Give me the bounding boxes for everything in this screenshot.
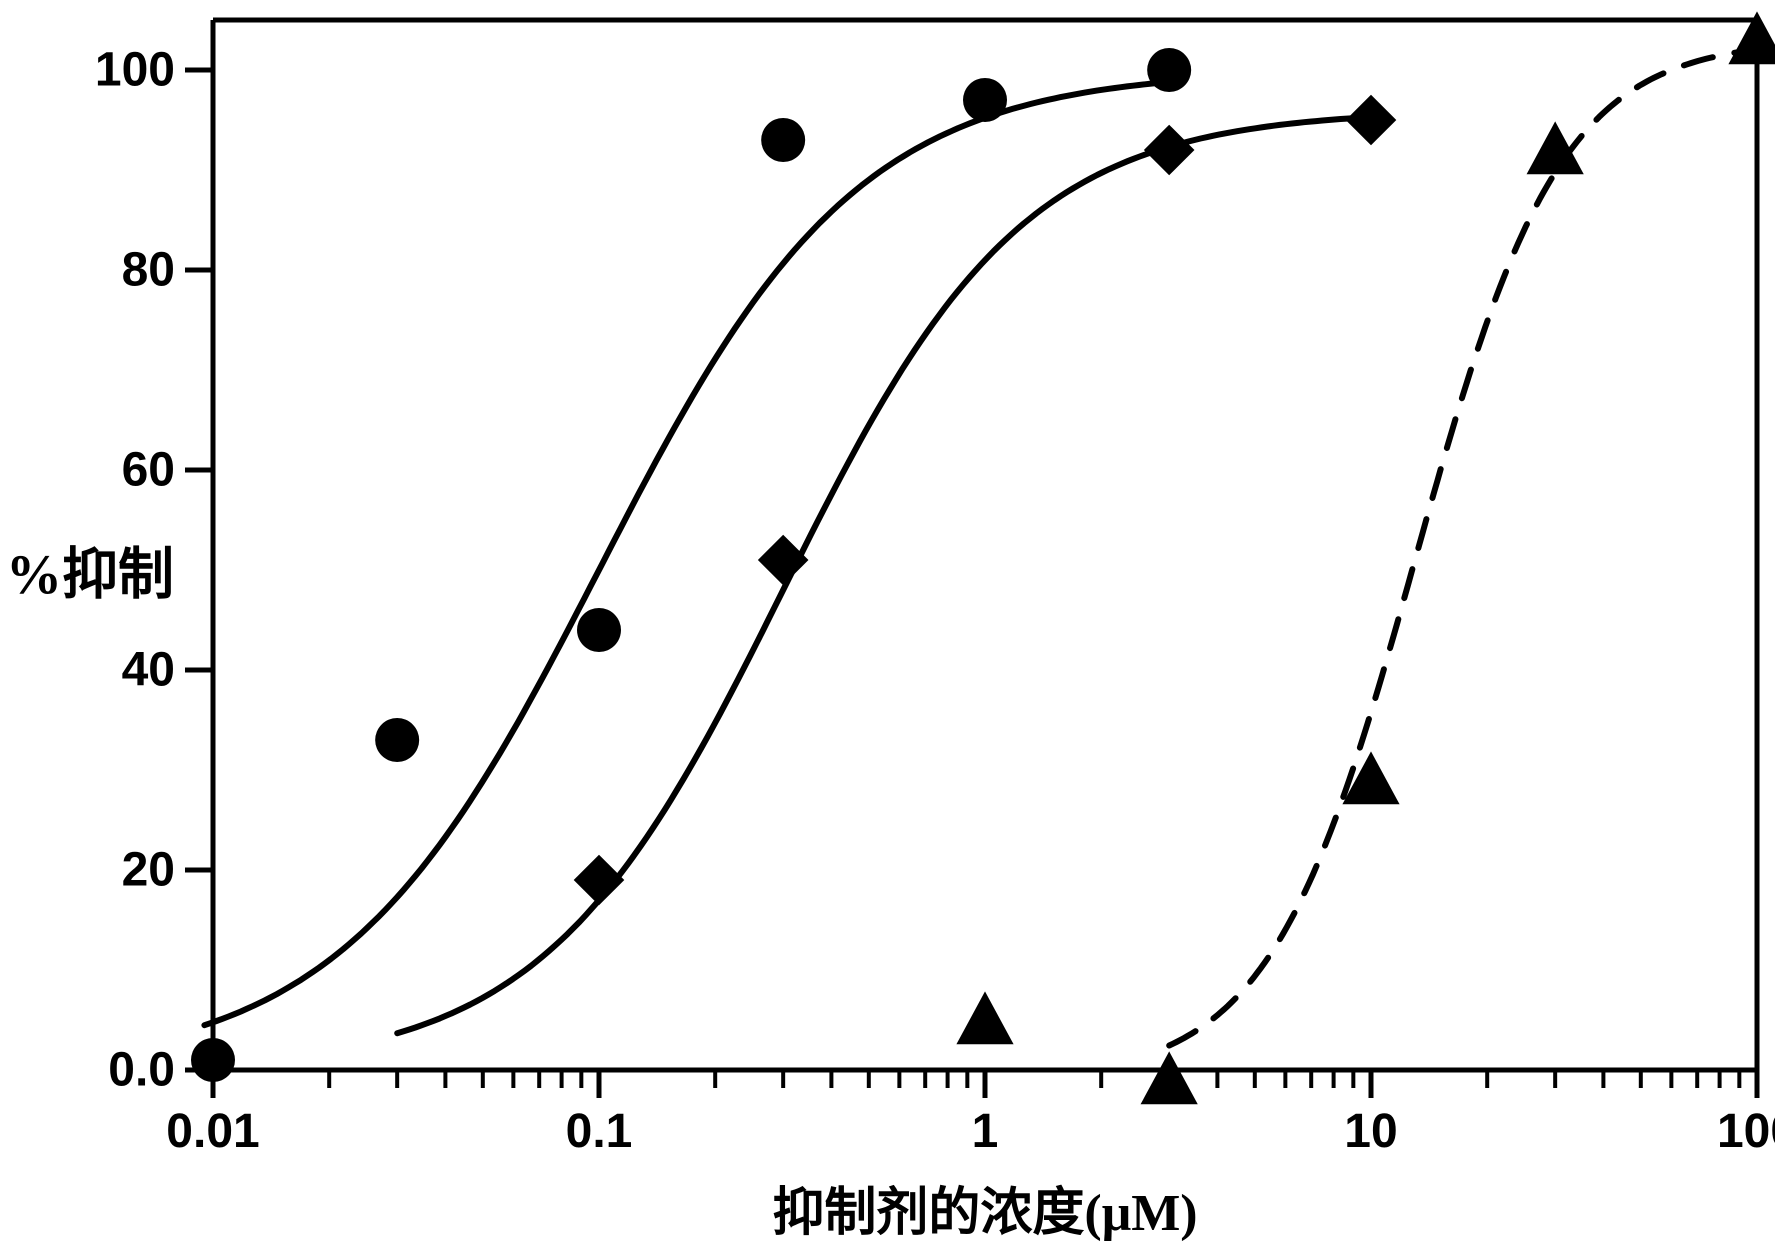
dose-response-chart [0,0,1775,1237]
x-axis-label: 抑制剂的浓度(μM) [772,1170,1197,1245]
y-tick-label: 80 [122,243,175,298]
point-circle [1147,48,1191,92]
x-tick-label: 0.1 [566,1104,633,1159]
point-circle [577,608,621,652]
curve-triangle [1169,49,1757,1045]
fitted-curves [204,49,1757,1045]
y-tick-label: 40 [122,643,175,698]
x-tick-label: 10 [1344,1104,1397,1159]
point-diamond [574,855,625,906]
data-points [191,11,1775,1104]
point-circle [761,118,805,162]
point-triangle [956,991,1013,1044]
y-tick-label: 100 [95,43,175,98]
point-diamond [758,535,809,586]
point-triangle [1141,1051,1198,1104]
x-tick-label: 100 [1717,1104,1775,1159]
axes [185,20,1757,1098]
point-circle [191,1038,235,1082]
curve-diamond [397,117,1371,1033]
x-tick-label: 1 [972,1104,999,1159]
x-tick-label: 0.01 [166,1104,259,1159]
y-tick-label: 0.0 [108,1043,175,1098]
point-circle [963,78,1007,122]
point-diamond [1144,125,1195,176]
y-tick-label: 60 [122,443,175,498]
point-circle [375,718,419,762]
y-axis-label: %抑制 [6,530,174,611]
y-tick-label: 20 [122,843,175,898]
point-diamond [1346,95,1397,146]
